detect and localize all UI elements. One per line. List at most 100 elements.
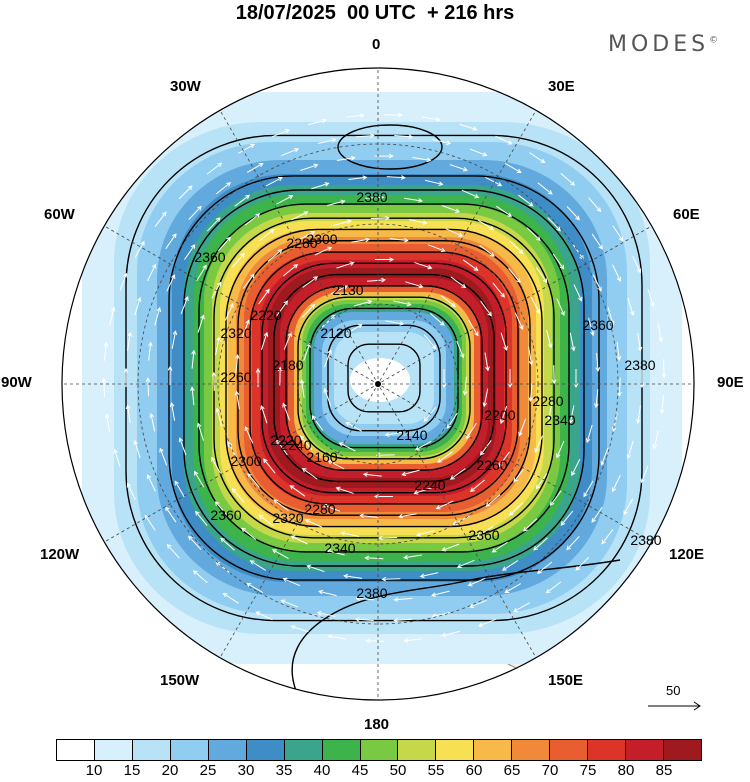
wind-arrow	[289, 485, 306, 497]
wind-arrow	[211, 456, 221, 474]
wind-arrow	[393, 597, 413, 602]
wind-arrow	[626, 440, 634, 460]
wind-arrow	[345, 324, 363, 335]
wind-arrow	[317, 137, 337, 145]
wind-arrow	[255, 611, 273, 621]
wind-arrow	[134, 240, 145, 258]
lon-label-60w: 60W	[44, 206, 75, 223]
wind-arrow	[355, 133, 375, 139]
contour-label: 2360	[194, 249, 225, 265]
wind-arrow	[571, 458, 581, 477]
wind-arrow	[403, 554, 423, 560]
colorbar-swatch	[322, 740, 361, 760]
colorbar-swatch	[284, 740, 323, 760]
wind-arrow	[600, 447, 609, 466]
wind-arrow	[627, 297, 635, 317]
wind-arrow	[526, 227, 541, 242]
wind-arrow	[149, 412, 156, 432]
wind-arrow	[306, 564, 325, 573]
wind-arrow	[109, 306, 116, 326]
wind-arrow	[536, 267, 548, 284]
contour-label: 2220	[270, 432, 301, 448]
contour-line	[285, 285, 483, 471]
contour-label: 2340	[544, 412, 575, 428]
wind-arrow	[566, 536, 580, 551]
wind-arrow	[501, 560, 519, 571]
contour-label: 2260	[220, 369, 251, 385]
contour-label: 2380	[356, 189, 387, 205]
contour-label: 2260	[476, 457, 507, 473]
lon-label-0: 0	[372, 36, 381, 53]
contour-label: 2380	[356, 585, 387, 601]
wind-arrow	[283, 331, 292, 350]
wind-arrow	[479, 244, 495, 257]
contour-line	[273, 273, 495, 483]
wind-arrow	[206, 217, 221, 232]
wind-arrow	[134, 296, 142, 316]
colorbar-tick: 35	[275, 762, 293, 779]
wind-arrow	[404, 197, 424, 203]
wind-arrow	[545, 581, 562, 594]
colorbar-swatch	[398, 740, 437, 760]
wind-arrow	[477, 525, 494, 537]
wind-arrow	[491, 541, 508, 553]
wind-arrow	[184, 243, 196, 260]
contour-line	[225, 228, 543, 528]
wind-arrow	[611, 474, 621, 493]
colorbar-swatch	[170, 740, 209, 760]
wind-arrow	[211, 371, 217, 391]
wind-arrow	[345, 421, 363, 432]
wind-arrow	[171, 330, 178, 349]
wind-arrow	[263, 458, 276, 474]
wind-arrow	[272, 129, 290, 138]
wind-arrow	[647, 289, 655, 308]
lon-label-60e: 60E	[673, 206, 700, 223]
contour-label: 2240	[280, 437, 311, 453]
wind-arrow	[652, 430, 659, 450]
contour-label: 2200	[484, 407, 515, 423]
colorbar-tick: 10	[85, 762, 103, 779]
wind-arrow	[215, 561, 231, 574]
wind-arrow	[311, 414, 324, 431]
wind-arrow	[359, 513, 379, 519]
modes-logo: MODES©	[608, 32, 718, 57]
wind-arrow	[280, 599, 299, 608]
wind-arrow	[327, 634, 347, 640]
lon-label-30e: 30E	[548, 78, 575, 95]
wind-arrow	[461, 189, 480, 199]
wind-arrow	[441, 630, 460, 638]
wind-arrow	[394, 134, 414, 139]
wind-arrow	[338, 442, 356, 452]
wind-arrow	[330, 285, 349, 295]
wind-arrow	[234, 194, 250, 207]
wind-arrow	[449, 468, 466, 480]
wind-arrow	[445, 228, 464, 237]
wind-arrow	[301, 467, 318, 480]
wind-arrow	[348, 175, 368, 181]
wind-arrow	[125, 404, 131, 424]
wind-arrow	[326, 549, 345, 556]
colorbar-tick: 30	[237, 762, 255, 779]
wind-arrow	[528, 346, 534, 366]
wind-arrow	[316, 610, 336, 617]
wind-arrow	[366, 277, 386, 283]
wind-arrow	[165, 233, 177, 250]
wind-arrow	[530, 296, 541, 315]
colorbar-tick-labels: 10 15 20 25 30 35 40 45 50 55 60 65 70 75 80 85	[0, 762, 750, 782]
contour-line	[291, 559, 621, 700]
wind-arrow	[180, 296, 189, 314]
brand-text: MODES	[608, 32, 710, 57]
wind-arrow	[217, 236, 231, 252]
wind-arrow	[311, 182, 330, 190]
wind-arrow	[623, 498, 634, 516]
wind-arrow	[258, 514, 274, 527]
wind-arrow	[146, 474, 156, 492]
wind-arrow	[174, 480, 185, 498]
wind-arrow	[308, 118, 327, 126]
wind-arrow	[103, 341, 109, 361]
contour-line	[261, 262, 507, 494]
wind-arrow	[509, 502, 524, 516]
wind-arrow	[167, 365, 173, 385]
reference-vector-arrow	[648, 701, 701, 711]
wind-arrow	[477, 219, 495, 231]
